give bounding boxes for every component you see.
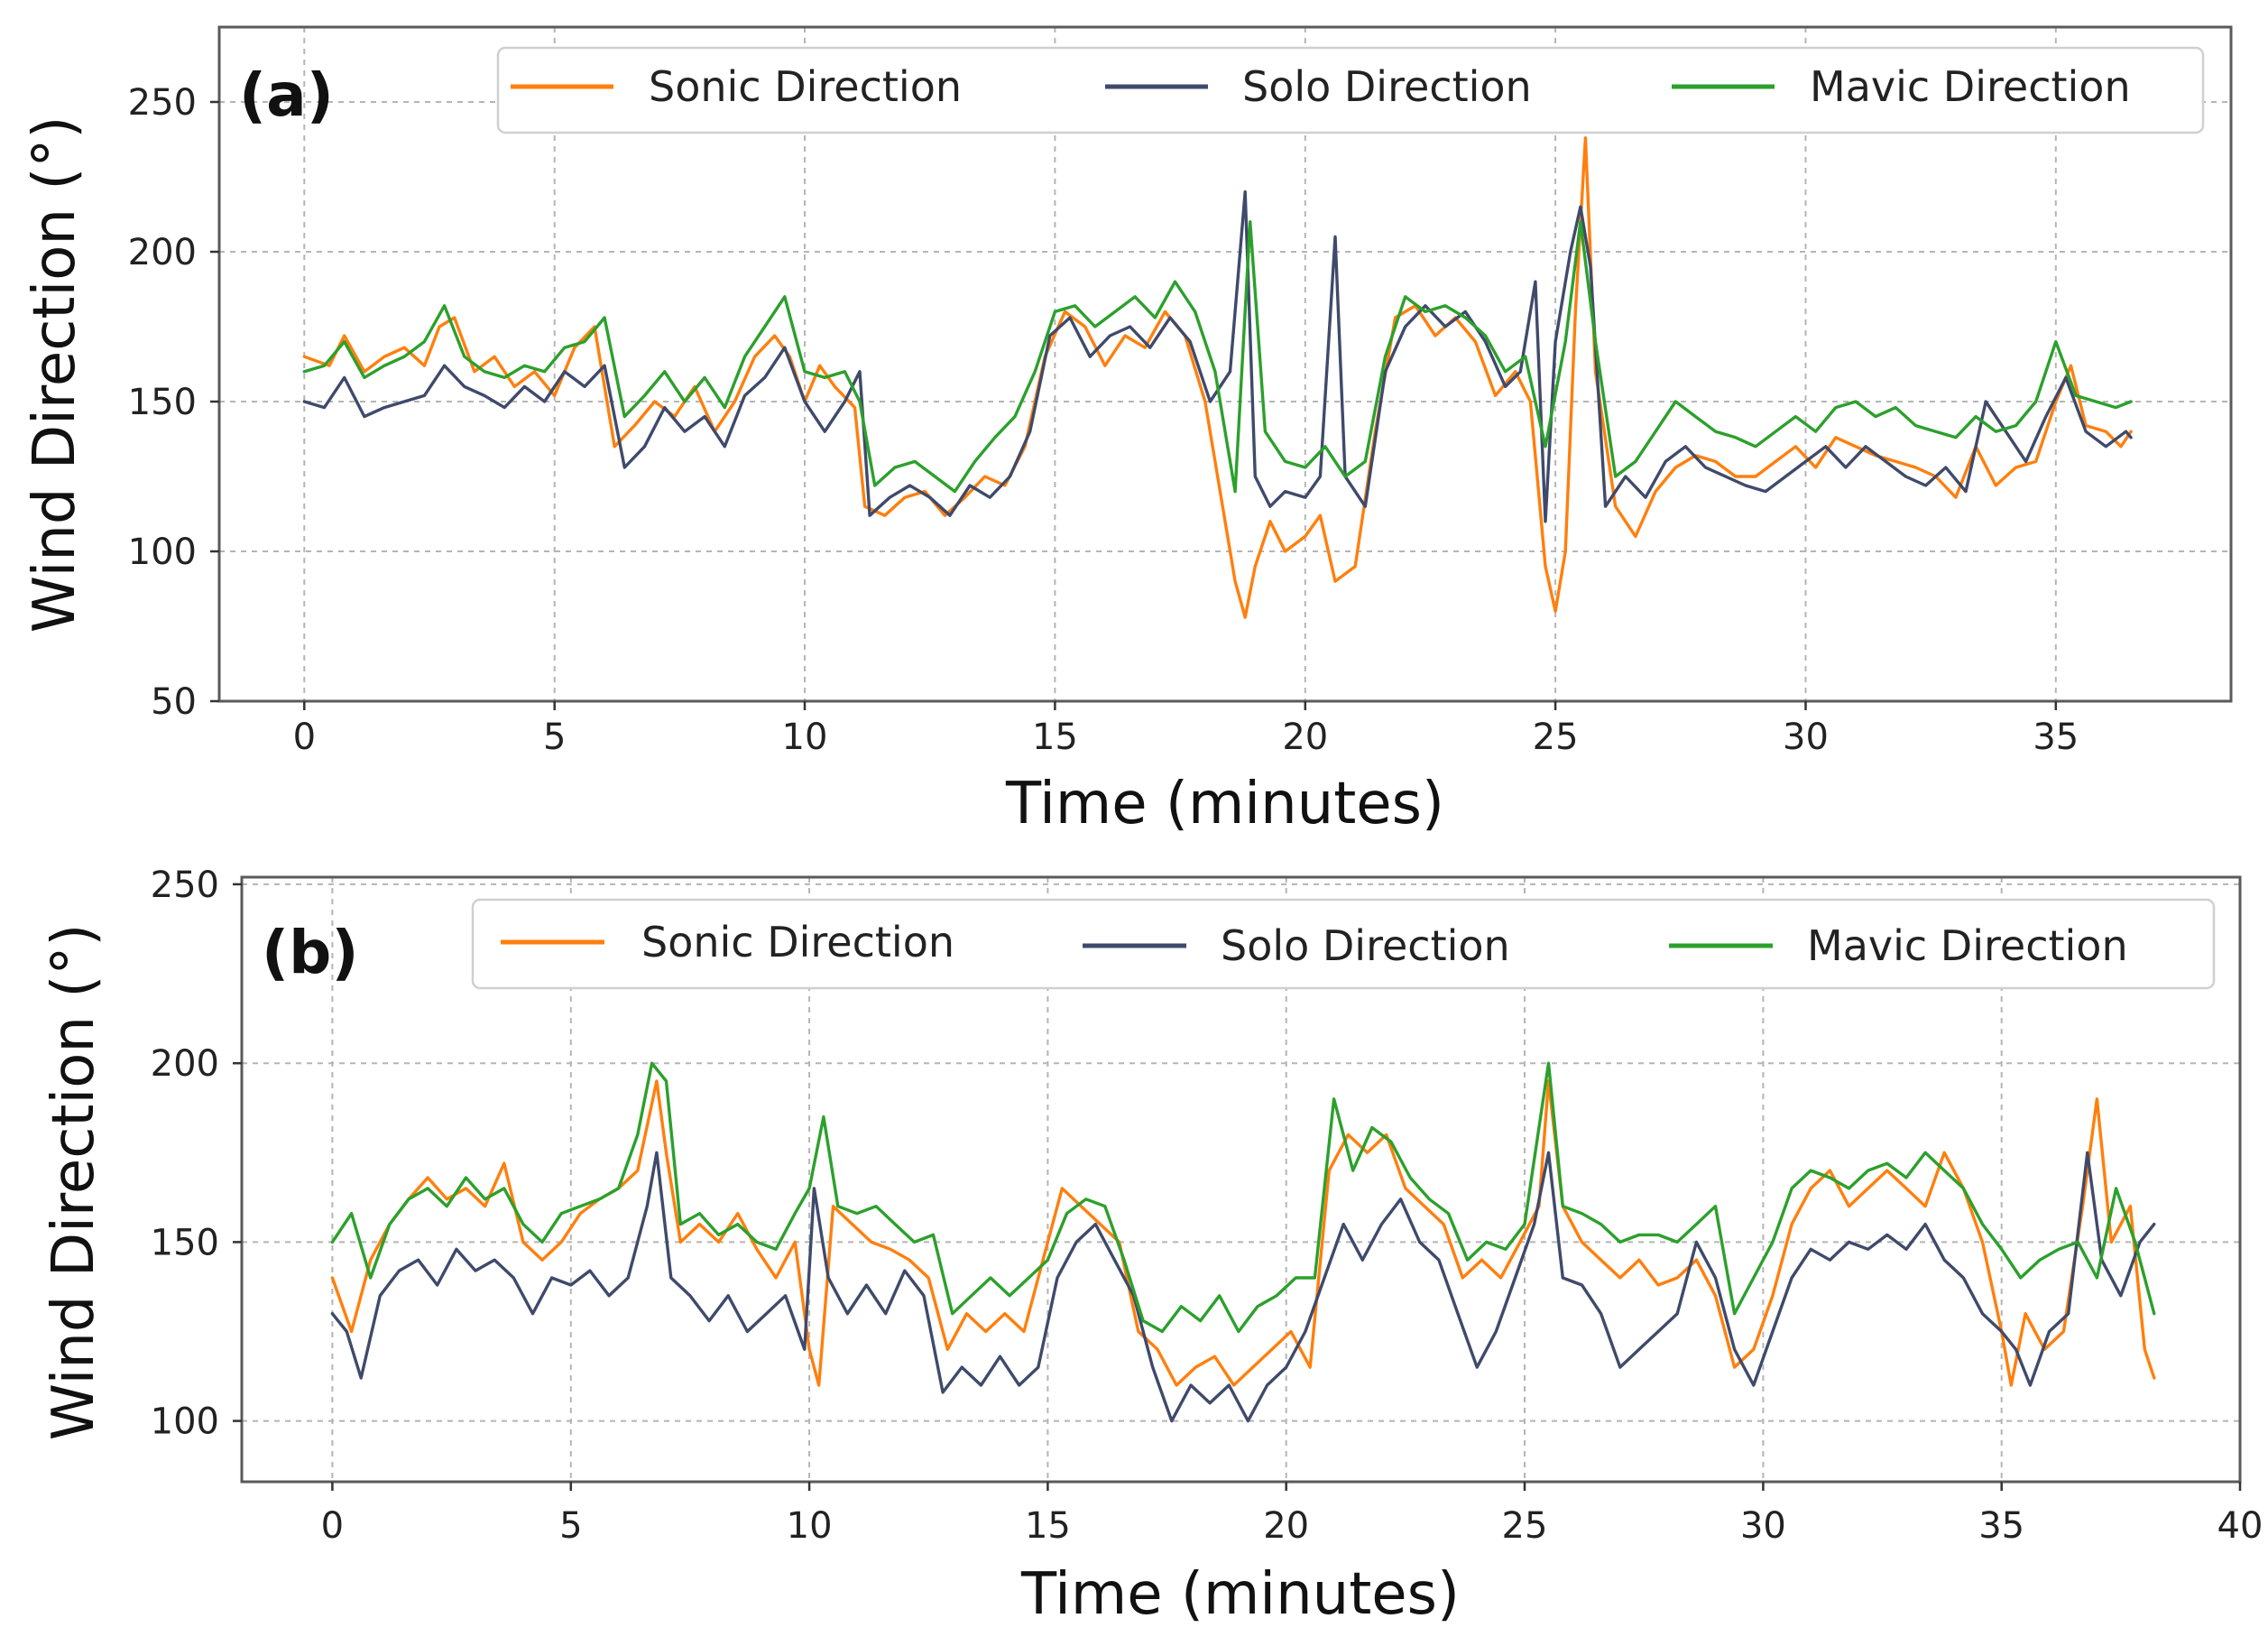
panel-a-x-tick-label: 5 <box>543 717 566 758</box>
panel-b-x-tick-label: 40 <box>2217 1505 2263 1547</box>
panel-b-x-tick-label: 25 <box>1502 1505 1548 1547</box>
panel-b-x-tick-label: 0 <box>321 1505 344 1547</box>
panel-a-frame <box>217 25 2233 703</box>
panel-b-legend-box <box>471 898 2216 990</box>
panel-a-x-tick-label: 25 <box>1533 717 1579 758</box>
panel-a-label: (a) <box>239 60 334 130</box>
panel-a-legend-label-mavic: Mavic Direction <box>1810 62 2131 111</box>
panel-a-x-tick-label: 0 <box>293 717 316 758</box>
panel-b-x-tick-label: 30 <box>1740 1505 1786 1547</box>
panel-b-y-tick-label: 200 <box>151 1043 219 1085</box>
panel-b-x-tick-label: 20 <box>1263 1505 1309 1547</box>
panel-a-series-solo-direction <box>302 190 2133 523</box>
panel-a-y-tick-label: 200 <box>128 232 197 273</box>
panel-a-x-ticks: 0 5 10 15 20 25 30 35 <box>293 701 2079 758</box>
panel-a-x-tick-label: 10 <box>782 717 828 758</box>
panel-a-y-ticks: 50 100 150 200 250 <box>128 82 219 723</box>
panel-b-x-tick-label: 5 <box>559 1505 582 1547</box>
panel-b-series <box>330 1061 2156 1423</box>
panel-b-legend-label-mavic: Mavic Direction <box>1807 921 2128 970</box>
panel-b-y-ticks: 100 150 200 250 <box>151 865 242 1443</box>
panel-a-x-tick-label: 30 <box>1783 717 1829 758</box>
panel-a-series-mavic-direction <box>302 220 2133 494</box>
panel-b-y-tick-label: 100 <box>151 1401 219 1443</box>
panel-b-frame <box>240 875 2242 1484</box>
panel-b-series-sonic-direction <box>330 1079 2156 1387</box>
panel-a-legend-label-sonic: Sonic Direction <box>649 62 962 111</box>
panel-a-y-tick-label: 50 <box>151 681 197 723</box>
panel-b-x-ticks: 0 5 10 15 20 25 30 35 40 <box>321 1482 2263 1547</box>
panel-b-x-tick-label: 15 <box>1025 1505 1071 1547</box>
panel-b-y-tick-label: 250 <box>151 865 219 906</box>
panel-a-y-axis-label: Wind Direction (°) <box>22 116 88 633</box>
panel-a-series-sonic-direction <box>302 136 2133 619</box>
panel-b: 0 5 10 15 20 25 30 35 40 100 150 200 250 (b) Sonic … <box>41 865 2263 1628</box>
panel-b-label: (b) <box>262 918 359 987</box>
panel-b-x-tick-label: 35 <box>1978 1505 2024 1547</box>
panel-b-series-mavic-direction <box>330 1061 2156 1334</box>
panel-b-legend: Sonic Direction Solo Direction Mavic Dir… <box>471 898 2216 990</box>
panel-b-y-axis-label: Wind Direction (°) <box>41 924 107 1441</box>
panel-b-y-tick-label: 150 <box>151 1222 219 1263</box>
panel-a-x-tick-label: 35 <box>2033 717 2079 758</box>
panel-b-x-axis-label: Time (minutes) <box>1020 1561 1460 1628</box>
panel-a-x-tick-label: 20 <box>1282 717 1328 758</box>
panel-a-series <box>302 136 2133 619</box>
panel-a-legend-label-solo: Solo Direction <box>1242 62 1532 111</box>
panel-a-x-tick-label: 15 <box>1032 717 1078 758</box>
panel-b-x-tick-label: 10 <box>787 1505 833 1547</box>
panel-a: 0 5 10 15 20 25 30 35 50 100 150 200 250 (a) Sonic … <box>22 25 2233 837</box>
panel-a-legend: Sonic Direction Solo Direction Mavic Dir… <box>496 46 2205 134</box>
panel-a-legend-box <box>496 46 2205 134</box>
panel-a-x-axis-label: Time (minutes) <box>1005 771 1444 837</box>
panel-a-y-tick-label: 150 <box>128 382 197 423</box>
panel-b-legend-label-solo: Solo Direction <box>1221 921 1510 970</box>
panel-b-series-solo-direction <box>330 1151 2156 1423</box>
panel-a-y-tick-label: 100 <box>128 532 197 573</box>
panel-a-y-tick-label: 250 <box>128 82 197 124</box>
panel-b-legend-label-sonic: Sonic Direction <box>641 918 954 966</box>
